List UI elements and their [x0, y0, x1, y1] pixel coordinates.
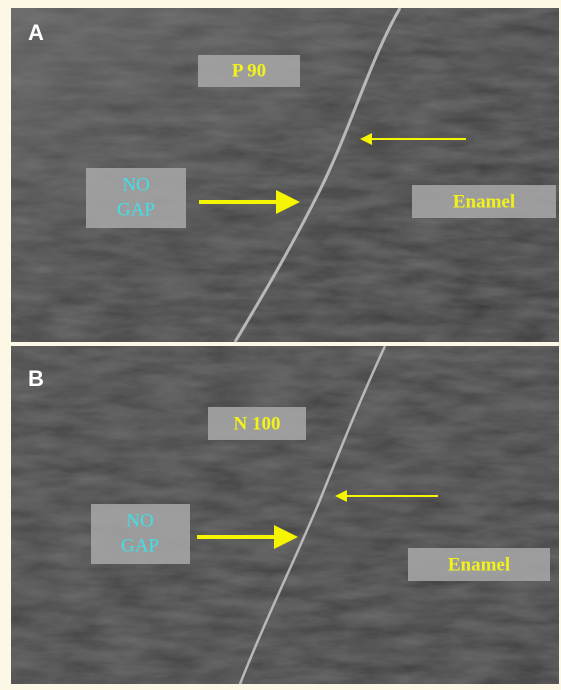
gap-label: NO [126, 510, 153, 531]
panel-label: A [28, 20, 44, 45]
gap-label: NO [122, 174, 149, 195]
region-label: Enamel [448, 554, 510, 575]
region-label: Enamel [453, 191, 515, 212]
material-label: P 90 [232, 60, 266, 81]
material-label: N 100 [234, 413, 281, 434]
panel-b: B N 100 NO GAP Enamel [11, 346, 559, 684]
panel-label: B [28, 366, 44, 391]
figure: A P 90 NO GAP Enamel B N 100 NO GAP Enam… [0, 0, 561, 690]
gap-label: GAP [121, 535, 159, 556]
panel-a: A P 90 NO GAP Enamel [11, 8, 559, 342]
gap-label: GAP [117, 199, 155, 220]
